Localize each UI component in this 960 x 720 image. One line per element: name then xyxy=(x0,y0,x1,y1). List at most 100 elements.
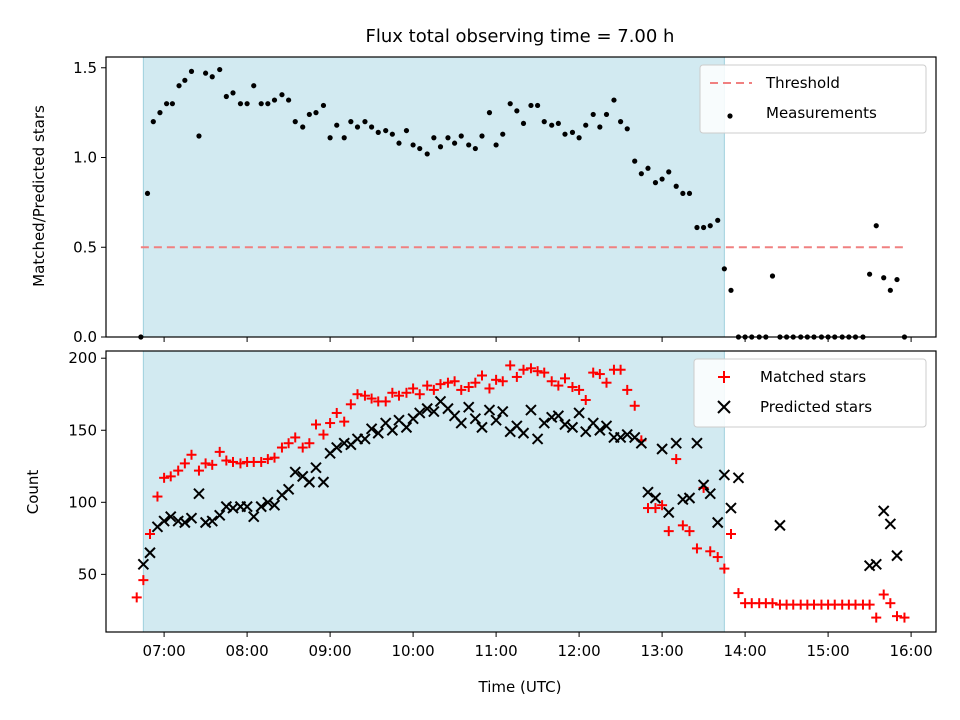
data-point xyxy=(235,458,246,469)
data-point xyxy=(567,382,578,393)
data-point xyxy=(878,589,889,600)
data-point xyxy=(491,374,502,385)
data-point xyxy=(393,390,404,401)
marker-stroke xyxy=(386,424,399,436)
data-point xyxy=(574,384,585,395)
marker-stroke xyxy=(891,549,903,562)
data-point xyxy=(138,575,149,586)
data-point xyxy=(652,180,659,186)
data-point xyxy=(414,389,425,400)
data-point xyxy=(603,111,610,118)
legend-label: Matched stars xyxy=(760,368,866,386)
data-point xyxy=(555,120,561,127)
legend-label: Measurements xyxy=(766,104,877,122)
data-point xyxy=(279,92,285,98)
data-point xyxy=(576,135,582,141)
data-point xyxy=(885,598,896,609)
data-point xyxy=(282,483,295,496)
data-point xyxy=(553,380,564,391)
marker-stroke xyxy=(546,411,558,423)
data-point xyxy=(514,108,520,114)
data-point xyxy=(248,511,260,523)
data-point xyxy=(297,442,308,453)
data-point xyxy=(863,560,876,572)
data-point xyxy=(715,217,721,223)
data-point xyxy=(348,119,354,125)
data-point xyxy=(339,416,350,427)
y-tick-label: 1.0 xyxy=(73,149,97,167)
data-point xyxy=(442,377,453,388)
data-point xyxy=(649,492,662,504)
data-point xyxy=(525,404,537,416)
data-point xyxy=(642,486,654,498)
data-point xyxy=(632,158,638,164)
marker-stroke xyxy=(455,417,467,429)
data-point xyxy=(435,379,446,390)
marker-stroke xyxy=(614,431,627,444)
data-point xyxy=(497,376,508,387)
marker-stroke xyxy=(566,421,579,434)
data-point xyxy=(428,405,440,418)
marker-stroke xyxy=(248,511,260,523)
axes-frame xyxy=(105,56,937,338)
data-point xyxy=(705,546,716,557)
data-point xyxy=(884,518,897,530)
marker-stroke xyxy=(538,417,550,429)
data-point xyxy=(144,190,151,197)
data-point xyxy=(463,382,474,393)
marker-stroke xyxy=(372,427,384,439)
marker-stroke xyxy=(227,502,239,514)
data-point xyxy=(458,133,464,139)
data-point xyxy=(449,376,460,387)
data-point xyxy=(206,515,218,527)
marker-stroke xyxy=(490,414,502,426)
marker-stroke xyxy=(331,441,343,454)
data-point xyxy=(569,129,576,135)
data-point xyxy=(265,101,271,107)
data-point xyxy=(463,401,475,413)
data-point xyxy=(541,119,547,125)
data-point xyxy=(694,224,700,231)
marker-stroke xyxy=(268,499,281,511)
marker-stroke xyxy=(199,516,212,529)
marker-stroke xyxy=(469,413,482,425)
data-point xyxy=(650,503,661,514)
marker-stroke xyxy=(317,476,330,488)
data-point xyxy=(173,465,184,476)
data-point xyxy=(179,516,191,529)
data-point xyxy=(131,592,142,603)
x-tick-label: 10:00 xyxy=(391,642,434,660)
marker-stroke xyxy=(559,418,571,431)
data-point xyxy=(372,427,384,439)
data-point xyxy=(507,101,513,107)
series-matched-stars xyxy=(131,360,910,623)
data-point xyxy=(878,505,890,517)
data-point xyxy=(580,394,591,405)
data-point xyxy=(354,124,361,130)
data-point xyxy=(686,190,693,197)
marker-stroke xyxy=(629,431,641,444)
data-point xyxy=(559,373,570,384)
marker-stroke xyxy=(158,515,170,527)
marker-stroke xyxy=(206,515,218,527)
data-point xyxy=(671,454,682,465)
marker-stroke xyxy=(725,502,737,514)
marker-stroke xyxy=(712,516,724,529)
data-point xyxy=(320,102,327,109)
data-point xyxy=(490,414,502,426)
data-point xyxy=(150,119,156,125)
marker-stroke xyxy=(642,486,654,498)
data-point xyxy=(209,74,215,80)
marker-stroke xyxy=(697,479,710,491)
marker-stroke xyxy=(573,407,585,419)
data-point xyxy=(615,364,626,375)
marker-stroke xyxy=(677,493,689,506)
data-point xyxy=(169,101,175,107)
data-point xyxy=(476,370,487,381)
marker-stroke xyxy=(282,483,295,496)
data-point xyxy=(223,93,229,100)
legend-box xyxy=(699,64,927,134)
x-tick-label: 11:00 xyxy=(474,642,517,660)
marker-stroke xyxy=(691,437,703,449)
data-point xyxy=(733,588,744,599)
